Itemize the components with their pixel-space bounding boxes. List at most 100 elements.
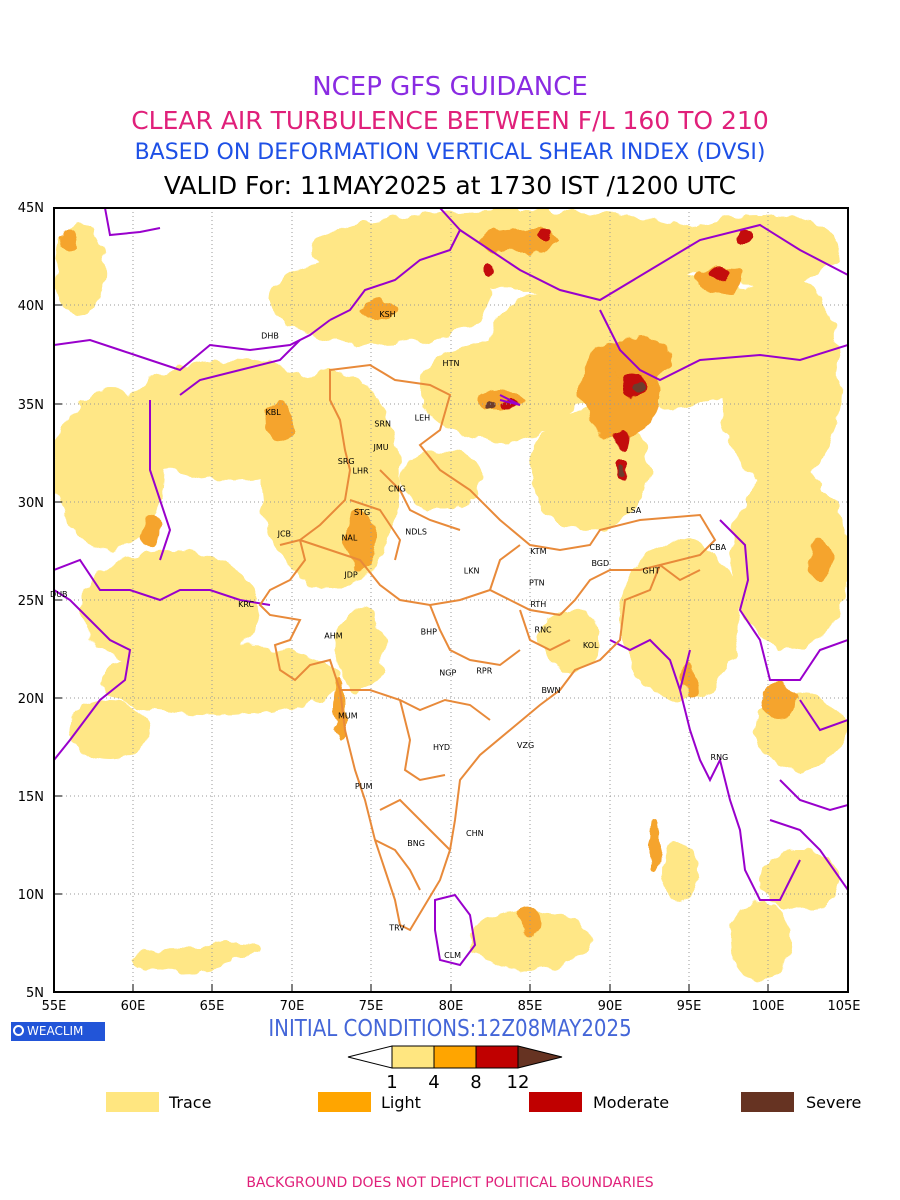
colorbar-bin-light bbox=[433, 1045, 477, 1069]
lon-label: 70E bbox=[280, 999, 305, 1014]
title-line-1: NCEP GFS GUIDANCE bbox=[312, 72, 588, 102]
city-label-leh: LEH bbox=[415, 414, 431, 423]
city-label-clm: CLM bbox=[444, 951, 461, 960]
title-line-2: CLEAR AIR TURBULENCE BETWEEN F/L 160 TO … bbox=[131, 106, 769, 135]
city-label-rpr: RPR bbox=[476, 667, 492, 676]
colorbar-tick: 12 bbox=[507, 1072, 530, 1093]
colorbar-lower-arrow bbox=[347, 1045, 393, 1069]
colorbar: 1 4 8 12 bbox=[347, 1045, 563, 1093]
city-label-ahm: AHM bbox=[324, 631, 342, 640]
severe-areas bbox=[487, 382, 643, 477]
title-line-3: BASED ON DEFORMATION VERTICAL SHEAR INDE… bbox=[134, 140, 766, 165]
city-label-trv: TRV bbox=[388, 923, 405, 932]
city-label-vzg: VZG bbox=[517, 741, 534, 750]
city-label-stg: STG bbox=[354, 508, 370, 517]
city-label-bwn: BWN bbox=[541, 686, 560, 695]
lon-label: 75E bbox=[359, 999, 384, 1014]
valid-time: VALID For: 11MAY2025 at 1730 IST /1200 U… bbox=[163, 171, 737, 200]
city-label-lkn: LKN bbox=[464, 567, 480, 576]
initial-conditions: INITIAL CONDITIONS:12Z08MAY2025 bbox=[268, 1016, 632, 1042]
graticule bbox=[54, 208, 848, 992]
lon-label: 95E bbox=[677, 999, 702, 1014]
logo-circle-icon bbox=[13, 1025, 24, 1036]
lon-label: 60E bbox=[121, 999, 146, 1014]
city-label-ngp: NGP bbox=[439, 669, 456, 678]
colorbar-tick: 4 bbox=[428, 1072, 439, 1093]
lon-label: 65E bbox=[200, 999, 225, 1014]
lat-label: 40N bbox=[18, 299, 44, 314]
legend-swatch-severe bbox=[741, 1092, 794, 1112]
legend-swatch-light bbox=[318, 1092, 371, 1112]
city-label-bhp: BHP bbox=[421, 627, 438, 636]
legend-swatch-trace bbox=[106, 1092, 159, 1112]
frame-ticks bbox=[54, 304, 769, 992]
city-label-hyd: HYD bbox=[433, 743, 450, 752]
lat-label: 30N bbox=[18, 496, 44, 511]
city-label-kol: KOL bbox=[583, 641, 599, 650]
legend-swatch-moderate bbox=[529, 1092, 582, 1112]
city-label-srg: SRG bbox=[338, 457, 355, 466]
light-areas bbox=[62, 228, 832, 934]
legend-label-light: Light bbox=[381, 1093, 421, 1112]
lat-label: 5N bbox=[26, 986, 44, 1001]
lon-label: 90E bbox=[598, 999, 623, 1014]
colorbar-tick: 8 bbox=[470, 1072, 481, 1093]
lon-labels: 55E 60E 65E 70E 75E 80E 85E 90E 95E 100E… bbox=[42, 999, 861, 1014]
city-label-bgd: BGD bbox=[591, 559, 609, 568]
footer-disclaimer: BACKGROUND DOES NOT DEPICT POLITICAL BOU… bbox=[246, 1175, 654, 1191]
turbulence-shading bbox=[55, 210, 848, 980]
city-label-rnc: RNC bbox=[535, 625, 553, 634]
india-boundaries bbox=[258, 363, 717, 932]
colorbar-bin-moderate bbox=[475, 1045, 519, 1069]
city-label-cng: CNG bbox=[388, 484, 406, 493]
city-label-mum: MUM bbox=[338, 712, 358, 721]
city-label-jmu: JMU bbox=[373, 443, 389, 452]
city-label-rng: RNG bbox=[711, 753, 729, 762]
city-label-ksh: KSH bbox=[379, 310, 395, 319]
lat-label: 20N bbox=[18, 692, 44, 707]
city-label-jdp: JDP bbox=[343, 571, 358, 580]
city-label-dhb: DHB bbox=[261, 331, 279, 340]
city-label-kbl: KBL bbox=[265, 408, 281, 417]
city-label-ptn: PTN bbox=[529, 578, 545, 587]
legend-label-severe: Severe bbox=[806, 1093, 861, 1112]
logo-text: WEACLIM bbox=[27, 1024, 84, 1038]
city-label-pum: PUM bbox=[355, 782, 373, 791]
lat-label: 35N bbox=[18, 398, 44, 413]
city-label-chn: CHN bbox=[466, 829, 484, 838]
legend-label-trace: Trace bbox=[168, 1093, 211, 1112]
lat-label: 45N bbox=[18, 201, 44, 216]
lon-label: 105E bbox=[827, 999, 860, 1014]
city-label-srn: SRN bbox=[374, 420, 391, 429]
city-label-bng: BNG bbox=[407, 839, 425, 848]
lon-label: 100E bbox=[751, 999, 784, 1014]
colorbar-upper-arrow bbox=[517, 1045, 563, 1069]
city-label-krc: KRC bbox=[238, 600, 254, 609]
trace-areas bbox=[55, 210, 848, 980]
lon-label: 80E bbox=[439, 999, 464, 1014]
city-label-htn: HTN bbox=[443, 359, 460, 368]
legend-label-moderate: Moderate bbox=[593, 1093, 669, 1112]
city-label-cba: CBA bbox=[710, 543, 727, 552]
lat-label: 25N bbox=[18, 594, 44, 609]
weaclim-logo: WEACLIM bbox=[11, 1022, 105, 1041]
city-label-ght: GHT bbox=[643, 567, 660, 576]
city-label-ktm: KTM bbox=[530, 547, 547, 556]
city-label-ndls: NDLS bbox=[405, 527, 427, 536]
city-label-dub: DUB bbox=[50, 590, 68, 599]
lon-label: 85E bbox=[518, 999, 543, 1014]
colorbar-tick: 1 bbox=[386, 1072, 397, 1093]
lon-label: 55E bbox=[42, 999, 67, 1014]
city-label-jcb: JCB bbox=[277, 529, 291, 538]
lat-labels: 45N 40N 35N 30N 25N 20N 15N 10N 5N bbox=[18, 201, 44, 1001]
legend: Trace Light Moderate Severe bbox=[106, 1092, 861, 1112]
country-outlines bbox=[54, 208, 848, 967]
city-label-lsa: LSA bbox=[626, 506, 642, 515]
city-label-rth: RTH bbox=[530, 600, 546, 609]
lat-label: 10N bbox=[18, 888, 44, 903]
city-label-lhr: LHR bbox=[352, 467, 368, 476]
lat-label: 15N bbox=[18, 790, 44, 805]
colorbar-bin-trace bbox=[391, 1045, 435, 1069]
